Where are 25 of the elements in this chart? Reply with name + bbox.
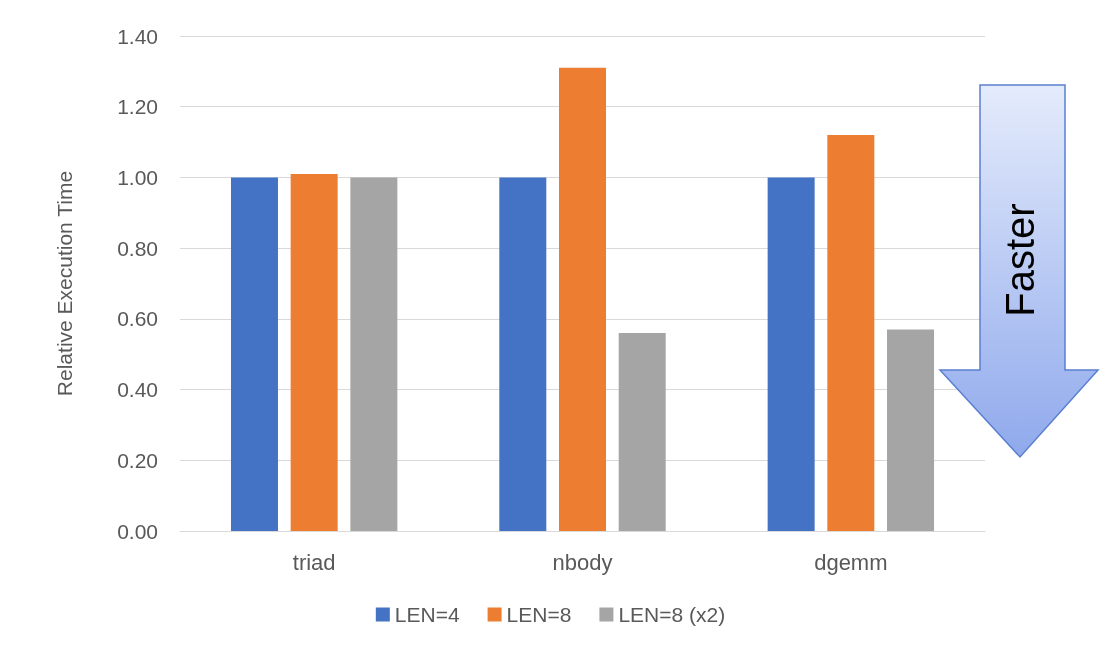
x-tick-label: dgemm: [814, 549, 888, 575]
legend-label: LEN=4: [394, 603, 460, 626]
y-tick-label: 1.00: [117, 165, 158, 189]
legend-label: LEN=8 (x2): [618, 603, 726, 626]
bar: [767, 177, 815, 531]
y-tick-label: 0.40: [117, 378, 158, 402]
x-tick-label: nbody: [552, 549, 613, 575]
y-tick-label: 0.80: [117, 236, 158, 260]
y-tick-label: 0.60: [117, 307, 158, 331]
bar: [559, 67, 606, 531]
y-tick-label: 1.40: [117, 24, 158, 48]
bar: [887, 329, 935, 531]
bar: [499, 177, 547, 531]
y-axis-title: Relative Execution Time: [53, 170, 76, 397]
bar: [230, 177, 278, 531]
y-tick-label: 0.00: [117, 519, 158, 543]
text: Faster: [997, 203, 1043, 317]
x-tick-label: triad: [292, 549, 336, 575]
bar: [350, 177, 398, 531]
bar: [618, 333, 666, 531]
bar: [290, 173, 338, 531]
bar: [827, 135, 875, 531]
y-tick-label: 0.20: [117, 448, 158, 472]
y-tick-label: 1.20: [117, 95, 158, 119]
legend-label: LEN=8: [506, 603, 572, 626]
